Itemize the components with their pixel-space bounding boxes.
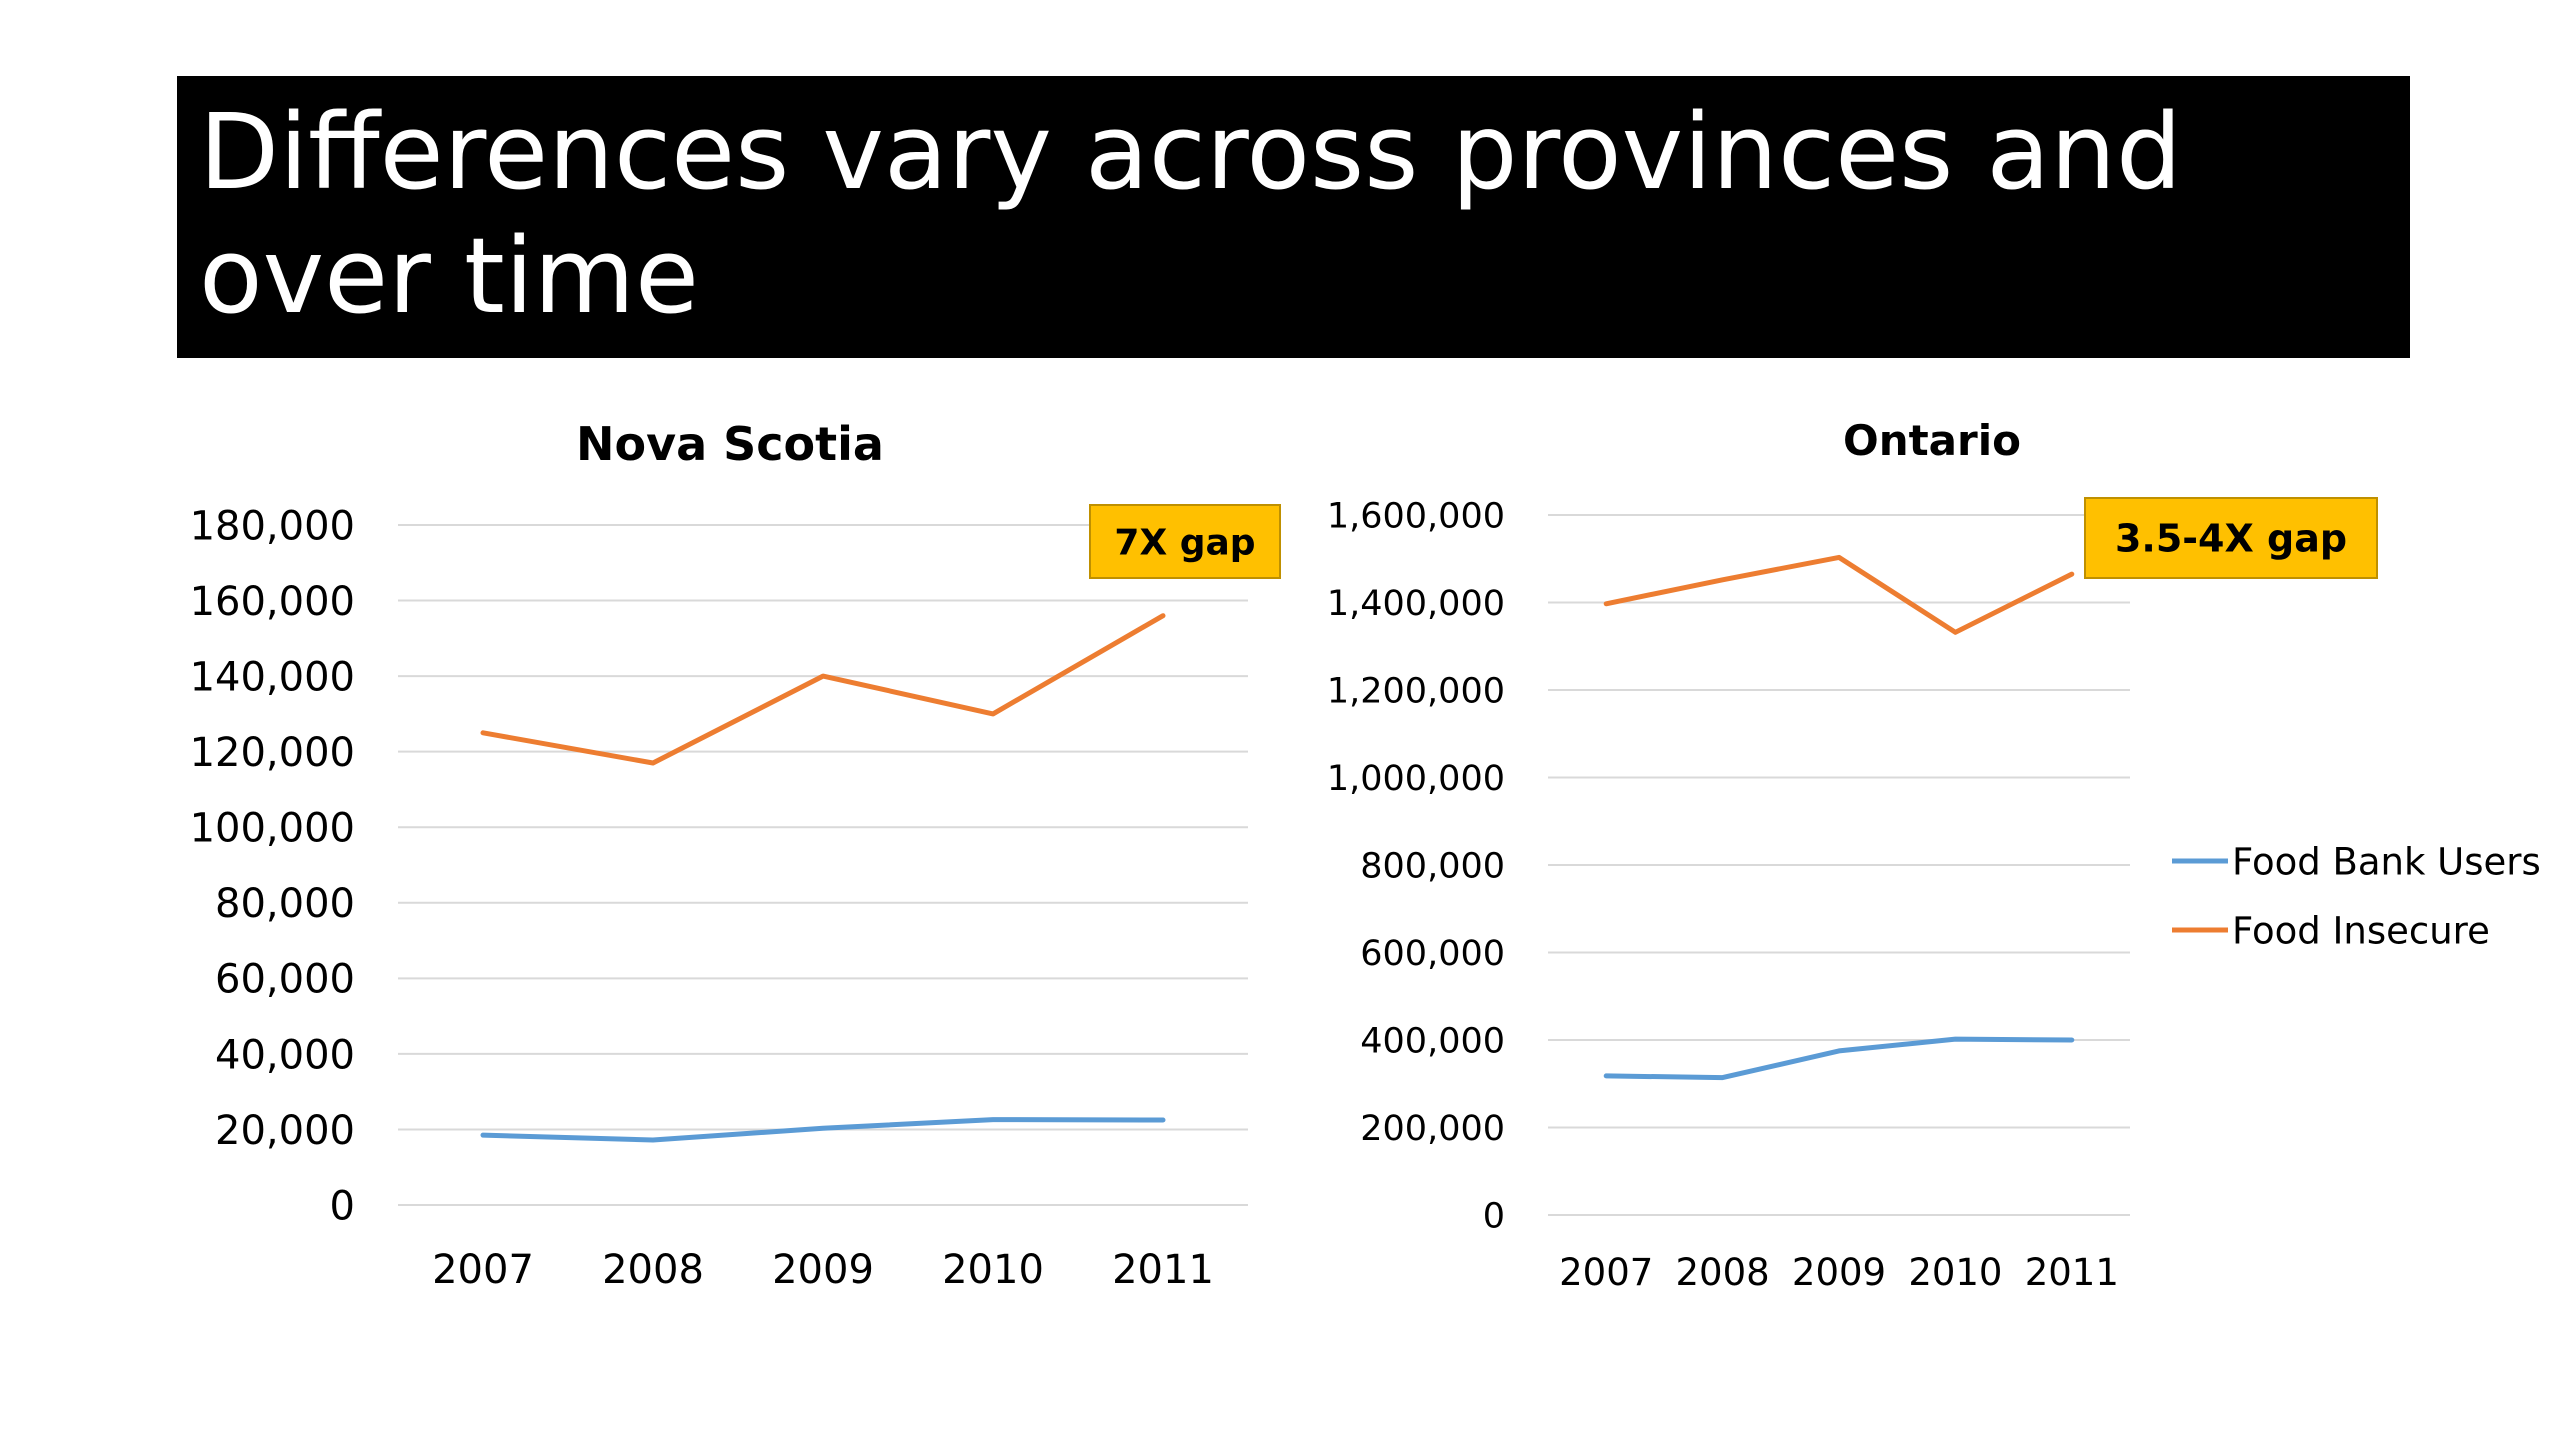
ontario-y-tick-label: 800,000: [1360, 847, 1505, 887]
ontario-y-tick-label: 1,000,000: [1327, 759, 1505, 799]
nova-scotia-y-tick-label: 0: [330, 1183, 355, 1229]
nova-scotia-food-bank-users-line: [480, 1117, 1166, 1143]
ontario-y-tick-label: 600,000: [1360, 934, 1505, 974]
nova-scotia-x-tick-label: 2010: [942, 1247, 1044, 1293]
ontario-y-tick-label: 0: [1483, 1197, 1505, 1237]
ontario-chart: Ontario 0 200,000 400,000 600,000 800,000 1,00…: [1327, 416, 2541, 1294]
nova-scotia-food-insecure-line: [480, 613, 1166, 766]
nova-scotia-gap-annotation-box: [1089, 504, 1281, 579]
nova-scotia-x-tick-label: 2008: [602, 1247, 704, 1293]
ontario-y-tick-label: 1,400,000: [1327, 584, 1505, 624]
nova-scotia-y-tick-label: 180,000: [190, 503, 355, 549]
ontario-gap-annotation-box: [2084, 497, 2378, 579]
ontario-x-tick-label: 2007: [1559, 1251, 1653, 1294]
ontario-gap-annotation-label: 3.5-4X gap: [2115, 517, 2347, 561]
ontario-y-tick-label: 200,000: [1360, 1109, 1505, 1149]
ontario-x-tick-label: 2010: [1908, 1251, 2002, 1294]
nova-scotia-x-tick-label: 2009: [772, 1247, 874, 1293]
slide-title: Differences vary across provinces and ov…: [199, 91, 2183, 337]
nova-scotia-x-tick-label: 2011: [1112, 1247, 1214, 1293]
ontario-food-bank-users-line: [1603, 1036, 2075, 1081]
legend-food-insecure-label: Food Insecure: [2232, 909, 2490, 952]
nova-scotia-y-tick-label: 140,000: [190, 655, 355, 701]
ontario-x-tick-label: 2011: [2025, 1251, 2119, 1294]
nova-scotia-y-tick-label: 120,000: [190, 730, 355, 776]
nova-scotia-y-tick-label: 80,000: [215, 881, 355, 927]
nova-scotia-x-tick-label: 2007: [432, 1247, 534, 1293]
ontario-x-tick-label: 2008: [1676, 1251, 1770, 1294]
nova-scotia-y-tick-label: 20,000: [215, 1108, 355, 1154]
nova-scotia-chart-title: Nova Scotia: [576, 417, 884, 471]
ontario-y-tick-label: 1,600,000: [1327, 497, 1505, 537]
ontario-chart-title: Ontario: [1843, 416, 2021, 465]
ontario-food-insecure-line: [1603, 554, 2075, 635]
ontario-y-tick-label: 400,000: [1360, 1022, 1505, 1062]
nova-scotia-chart: Nova Scotia 0 20,000 40,000 60,000 80,000 100,…: [190, 417, 1281, 1293]
ontario-y-tick-label: 1,200,000: [1327, 672, 1505, 712]
ontario-x-tick-label: 2009: [1792, 1251, 1886, 1294]
slide-title-bar: Differences vary across provinces and ov…: [177, 76, 2410, 358]
nova-scotia-y-tick-label: 40,000: [215, 1032, 355, 1078]
legend: Food Bank Users Food Insecure: [2172, 840, 2541, 952]
legend-food-bank-users-label: Food Bank Users: [2232, 840, 2541, 883]
nova-scotia-y-tick-label: 160,000: [190, 579, 355, 625]
nova-scotia-y-tick-label: 60,000: [215, 957, 355, 1003]
nova-scotia-gap-annotation-label: 7X gap: [1114, 522, 1255, 563]
nova-scotia-y-tick-label: 100,000: [190, 806, 355, 852]
